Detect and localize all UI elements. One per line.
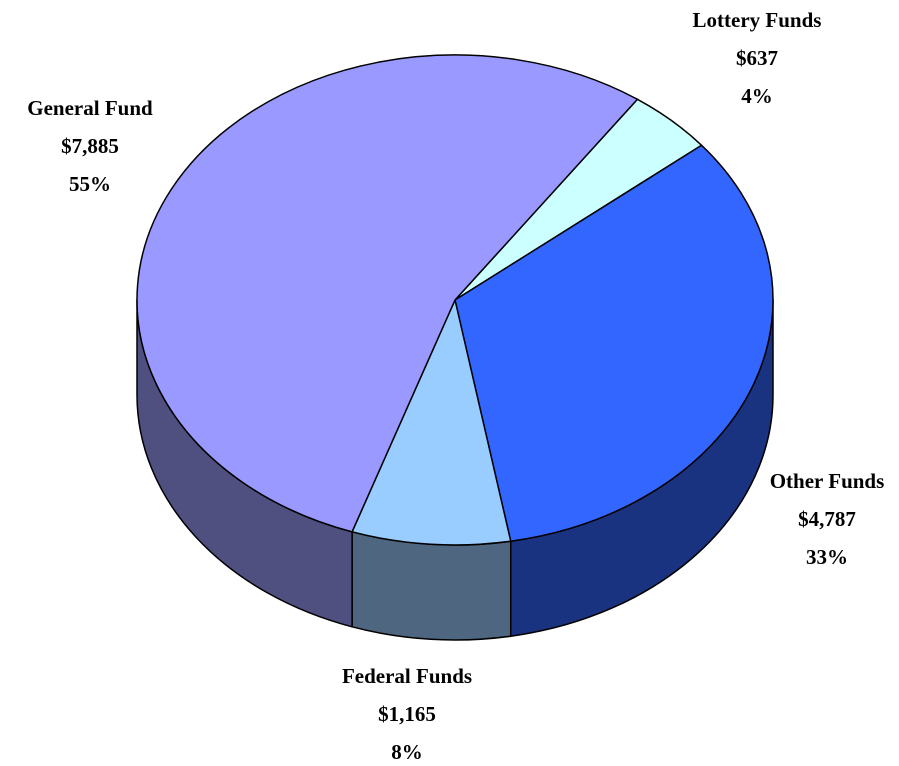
slice-value-label: $4,787 xyxy=(798,507,856,531)
pie-slice xyxy=(351,299,512,546)
slice-label: Lottery Funds xyxy=(693,8,822,32)
slice-percent-label: 33% xyxy=(806,545,848,569)
slice-value-label: $637 xyxy=(736,46,778,70)
slice-value-label: $7,885 xyxy=(61,134,119,158)
slice-label: Other Funds xyxy=(770,469,885,493)
slice-percent-label: 8% xyxy=(391,740,423,764)
slice-label: Federal Funds xyxy=(342,664,472,688)
pie-slice xyxy=(136,54,639,533)
slice-value-label: $1,165 xyxy=(378,702,436,726)
slice-label: General Fund xyxy=(27,96,153,120)
pie-slice xyxy=(454,144,774,542)
slice-percent-label: 4% xyxy=(741,84,773,108)
pie-side xyxy=(351,531,512,641)
slice-percent-label: 55% xyxy=(69,172,111,196)
